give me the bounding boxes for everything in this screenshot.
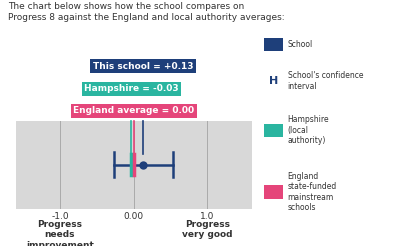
Text: improvement: improvement	[26, 241, 94, 246]
Text: The chart below shows how the school compares on
Progress 8 against the England : The chart below shows how the school com…	[8, 2, 285, 22]
Text: England
state-funded
mainstream
schools: England state-funded mainstream schools	[288, 172, 337, 212]
Text: This school = +0.13: This school = +0.13	[93, 62, 193, 71]
Text: Progress: Progress	[37, 220, 83, 229]
Text: needs: needs	[45, 230, 75, 239]
Text: H: H	[269, 76, 278, 86]
Text: School's confidence
interval: School's confidence interval	[288, 72, 363, 91]
Text: Progress: Progress	[185, 220, 230, 229]
Text: School: School	[288, 40, 313, 49]
Text: Hampshire
(local
authority): Hampshire (local authority)	[288, 115, 329, 145]
Text: England average = 0.00: England average = 0.00	[73, 106, 194, 115]
Text: very good: very good	[182, 230, 233, 239]
Bar	[16, 121, 252, 209]
Text: Hampshire = -0.03: Hampshire = -0.03	[84, 84, 179, 93]
